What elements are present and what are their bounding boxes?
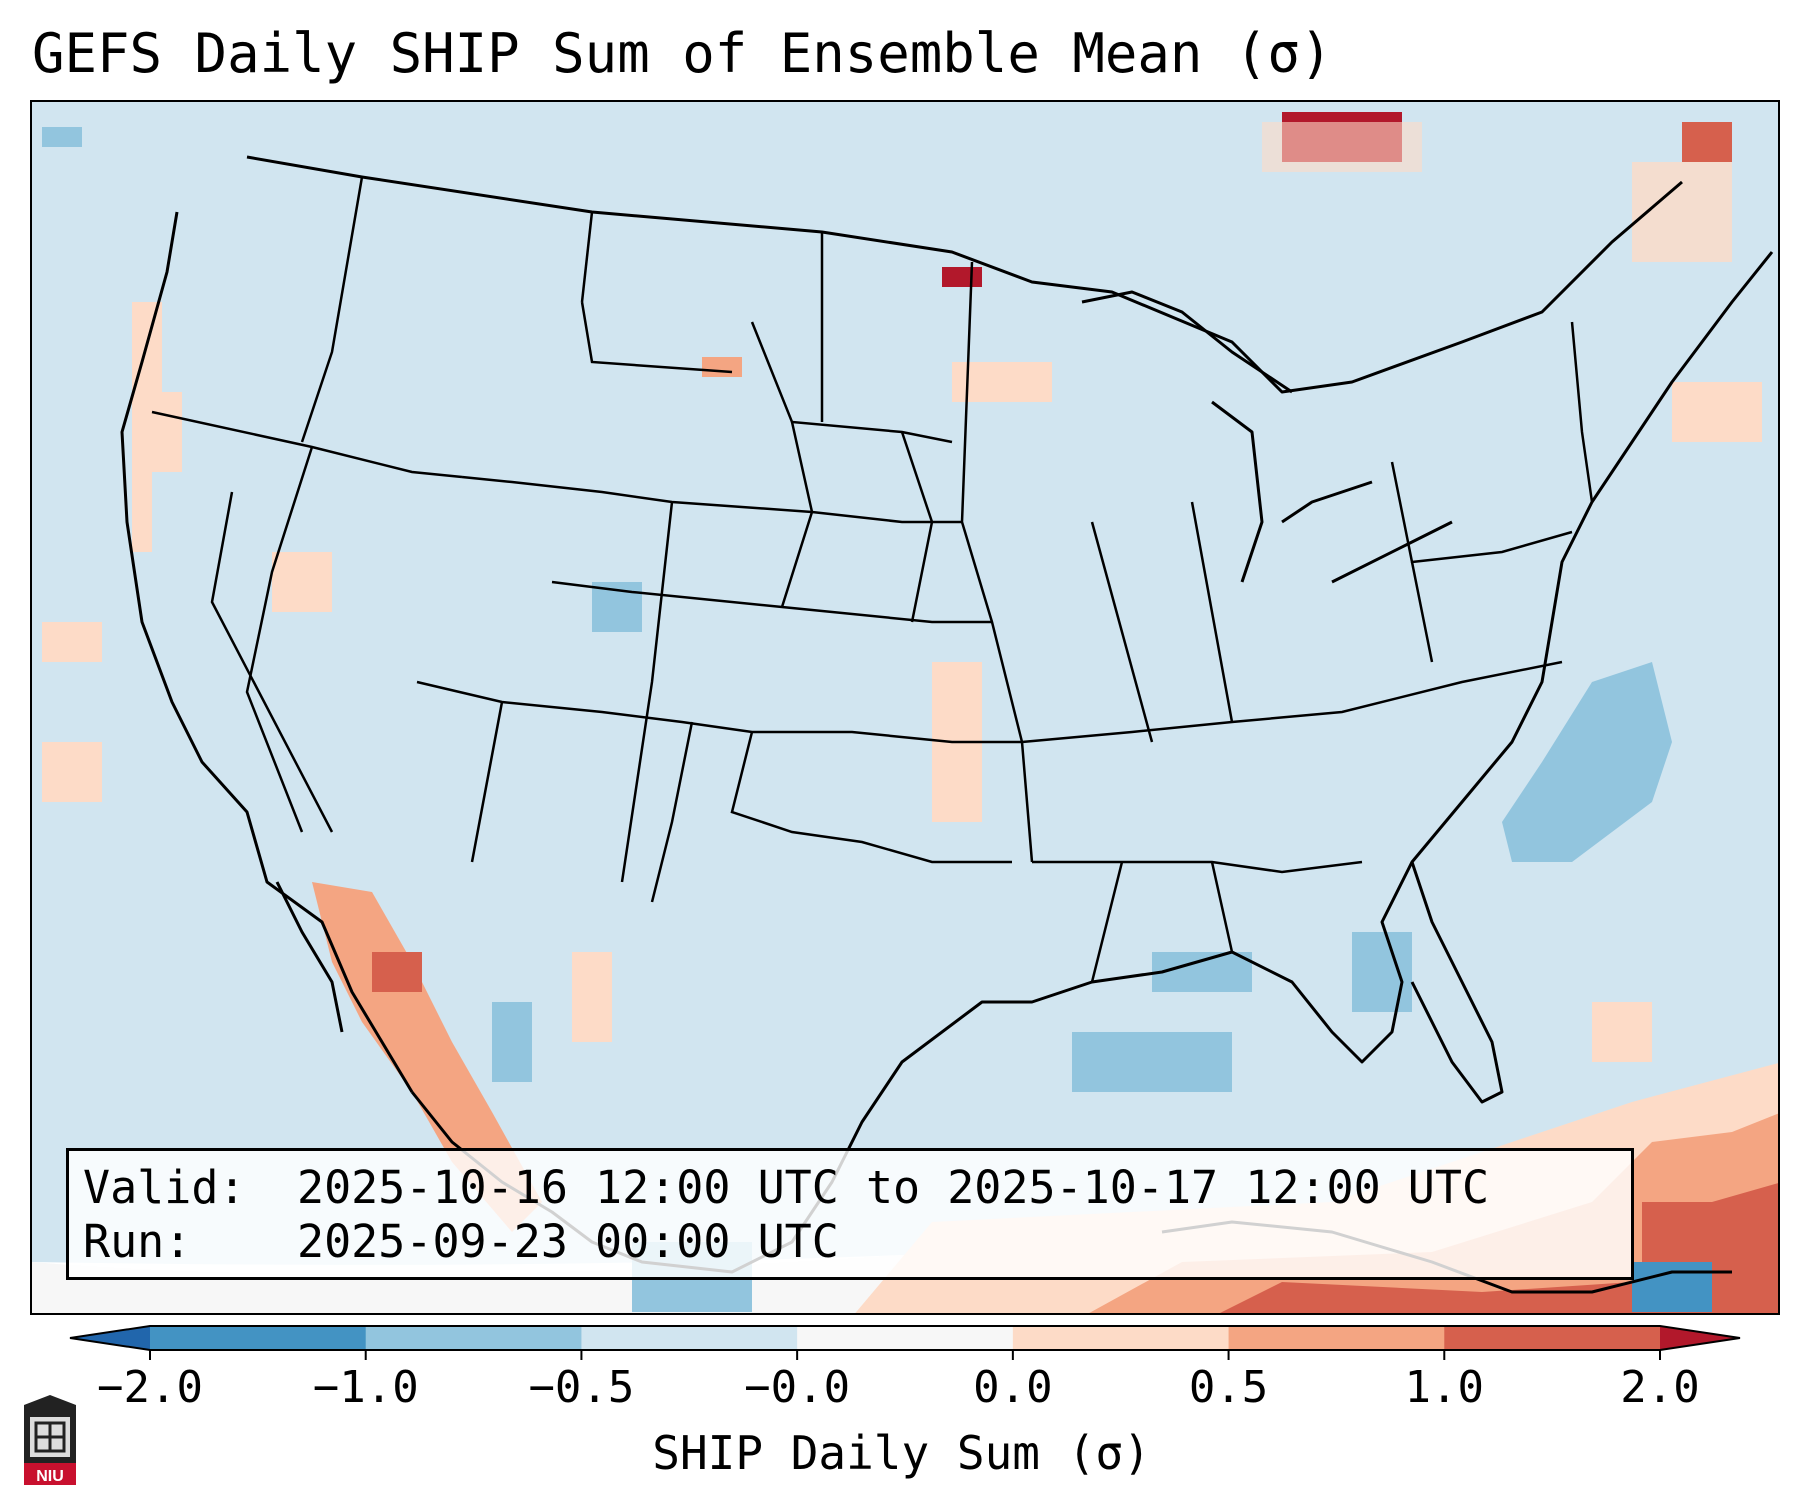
northeast-warm xyxy=(1632,162,1732,262)
colorbar-tick-label: 0.5 xyxy=(1188,1362,1269,1413)
atlantic-warm xyxy=(1672,382,1762,442)
state-line-6 xyxy=(620,501,674,883)
baja-warm xyxy=(572,952,612,1042)
state-line-19 xyxy=(1410,561,1434,663)
state-line-14 xyxy=(1210,861,1234,953)
florida xyxy=(1410,861,1504,1104)
colorbar-tick-label: 1.0 xyxy=(1404,1362,1485,1413)
state-boundaries xyxy=(151,176,1594,983)
state-line-27 xyxy=(650,721,694,903)
nevada-warm xyxy=(272,552,332,612)
state-line-4 xyxy=(461,475,962,524)
niu-logo-icon: NIU xyxy=(24,1395,76,1485)
state-line-21 xyxy=(300,176,364,443)
colorbar-bin-5 xyxy=(1228,1326,1445,1350)
field-background xyxy=(32,102,1778,1265)
cuba-cool-patch xyxy=(1632,1262,1712,1312)
mexico-cool-patch xyxy=(492,1002,532,1082)
logo-text: NIU xyxy=(36,1468,64,1485)
coastlines xyxy=(120,155,1774,1294)
state-line-24 xyxy=(750,321,953,444)
offshore-warm-2 xyxy=(42,742,102,802)
valid-run-info-box: Valid: 2025-10-16 12:00 UTC to 2025-10-1… xyxy=(66,1148,1634,1280)
baja-california xyxy=(275,881,344,1033)
map-panel xyxy=(30,100,1780,1315)
map-svg xyxy=(32,102,1778,1313)
west-coast xyxy=(120,211,414,1093)
state-line-7 xyxy=(470,701,504,863)
valid-label: Valid: xyxy=(83,1161,246,1214)
great-lakes-warm xyxy=(952,362,1052,402)
great-lakes-shores xyxy=(1081,290,1453,584)
florida-cool-patch xyxy=(1352,932,1412,1012)
southwest-mexico-warm xyxy=(312,882,542,1232)
state-line-26 xyxy=(580,301,733,374)
colorbar-tick-label: 0.0 xyxy=(973,1362,1053,1413)
state-line-8 xyxy=(730,731,1012,864)
state-line-22 xyxy=(580,211,594,303)
state-line-1 xyxy=(151,410,463,479)
colorbar-bin-3 xyxy=(797,1326,1014,1350)
state-line-13 xyxy=(1090,861,1124,983)
atlantic-cool-band xyxy=(1502,662,1672,862)
state-line-15 xyxy=(1021,660,1563,744)
colorbar-under-arrow xyxy=(70,1326,150,1350)
colorbar-tick-label: −0.0 xyxy=(744,1362,851,1413)
state-line-20 xyxy=(1570,321,1594,503)
colorbar-over-arrow xyxy=(1660,1326,1740,1350)
us-canada-border xyxy=(246,155,1683,394)
colorbar-tick-label: 2.0 xyxy=(1620,1362,1700,1413)
offshore-warm-1 xyxy=(42,622,102,662)
valid-value: 2025-10-16 12:00 UTC to 2025-10-17 12:00… xyxy=(297,1161,1490,1214)
page-title: GEFS Daily SHIP Sum of Ensemble Mean (σ) xyxy=(32,22,1333,85)
colorbar xyxy=(69,1325,1741,1360)
colorbar-tick-label: −0.5 xyxy=(528,1362,635,1413)
wyoming-warm xyxy=(702,357,742,377)
state-line-5 xyxy=(416,680,1022,744)
state-line-18 xyxy=(1390,461,1573,564)
state-line-11 xyxy=(960,261,1034,863)
colorbar-bin-1 xyxy=(365,1326,582,1350)
colorbar-bin-0 xyxy=(150,1326,367,1350)
state-line-2 xyxy=(245,446,314,833)
pacific-cool-cell xyxy=(42,127,82,147)
state-line-25 xyxy=(900,431,934,623)
colorbar-tick-label: −1.0 xyxy=(312,1362,419,1413)
minnesota-strong-cell xyxy=(942,267,982,287)
colorbar-tick-label: −2.0 xyxy=(97,1362,203,1413)
gulf-cool-patch-2 xyxy=(1152,952,1252,992)
run-value: 2025-09-23 00:00 UTC xyxy=(297,1215,839,1268)
colorbar-bin-2 xyxy=(581,1326,798,1350)
colorbar-label: SHIP Daily Sum (σ) xyxy=(652,1426,1151,1480)
atlantic-se-warm xyxy=(1592,1002,1652,1062)
state-line-10 xyxy=(780,421,814,608)
state-line-3 xyxy=(210,491,334,833)
state-line-16 xyxy=(1090,521,1154,743)
colorado-cool-patch xyxy=(592,582,642,632)
hudson-warm xyxy=(1262,122,1422,172)
west-coast-warm-strip xyxy=(132,302,182,552)
state-line-17 xyxy=(1190,501,1234,723)
maritimes-strong-cell xyxy=(1682,122,1732,162)
run-label: Run: xyxy=(83,1215,192,1268)
gulf-cool-patch-1 xyxy=(1072,1032,1232,1092)
southwest-mexico-strong xyxy=(372,952,422,992)
colorbar-bin-6 xyxy=(1444,1326,1661,1350)
colorbar-bin-4 xyxy=(1012,1326,1230,1350)
